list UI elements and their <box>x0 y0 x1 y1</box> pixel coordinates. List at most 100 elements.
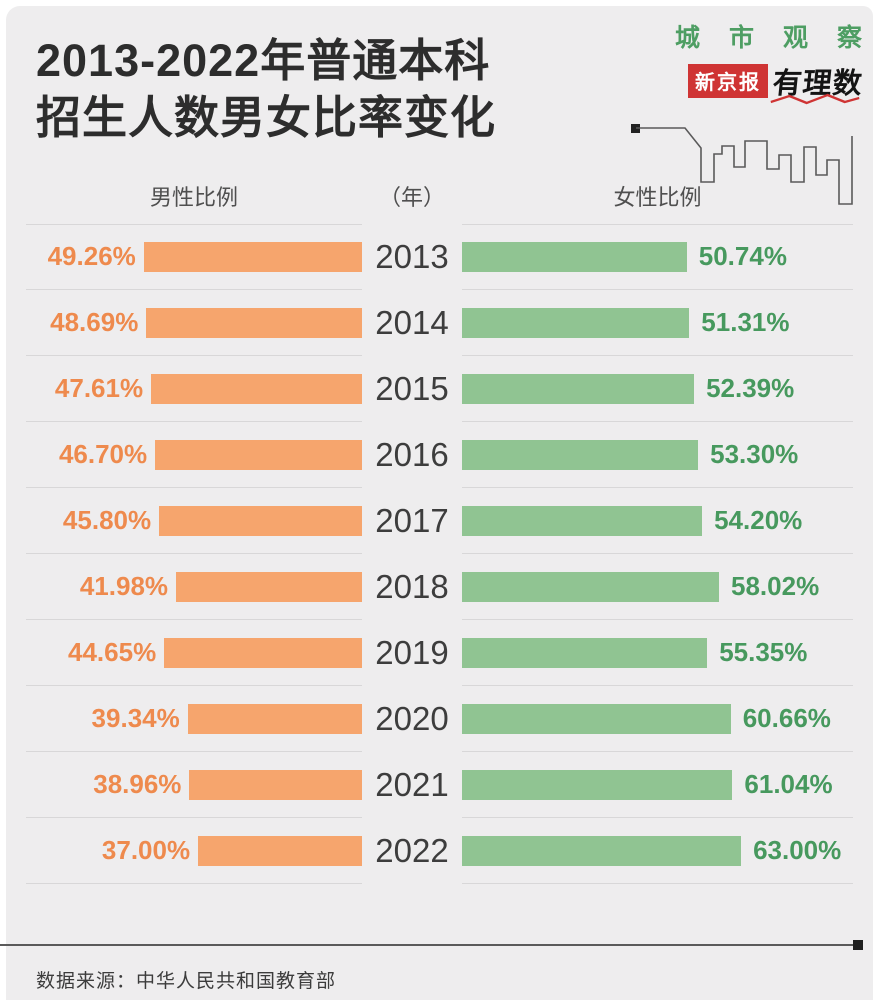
female-bar <box>462 769 733 800</box>
female-cell: 61.04% <box>462 752 853 819</box>
brand-logo: 城市观察 新京报 有理数 <box>620 18 865 208</box>
footer-rule <box>0 940 869 951</box>
male-bar <box>146 307 362 338</box>
chart-row: 48.69% 2014 51.31% <box>6 290 873 357</box>
male-value-label: 47.61% <box>54 373 144 404</box>
female-value-label: 61.04% <box>744 769 833 800</box>
red-scribble-icon <box>770 93 860 105</box>
female-bar <box>462 373 695 404</box>
female-value-label: 52.39% <box>706 373 795 404</box>
year-column-header: （年） <box>378 185 445 211</box>
chart-row: 41.98% 2018 58.02% <box>6 554 873 621</box>
chart-row: 45.80% 2017 54.20% <box>6 488 873 555</box>
chart-row: 39.34% 2020 60.66% <box>6 686 873 753</box>
youlishu-logo: 有理数 <box>770 60 865 105</box>
year-label: 2020 <box>375 700 449 738</box>
male-bar <box>176 571 362 602</box>
female-cell: 58.02% <box>462 554 853 621</box>
male-column-header: 男性比例 <box>26 168 362 225</box>
female-value-label: 55.35% <box>719 637 808 668</box>
female-value-label: 53.30% <box>710 439 799 470</box>
male-cell: 46.70% <box>26 422 362 489</box>
year-label: 2022 <box>375 832 449 870</box>
year-label: 2018 <box>375 568 449 606</box>
female-bar <box>462 637 708 668</box>
page-title-line1: 2013-2022年普通本科 <box>36 35 491 86</box>
beijing-news-badge: 新京报 <box>687 64 768 98</box>
chart-row: 46.70% 2016 53.30% <box>6 422 873 489</box>
footer-square-icon <box>853 940 863 951</box>
male-value-label: 49.26% <box>47 241 136 272</box>
chart-row: 37.00% 2022 63.00% <box>6 818 873 885</box>
male-bar <box>143 241 362 272</box>
year-label: 2015 <box>375 370 449 408</box>
male-cell: 39.34% <box>26 686 362 753</box>
female-cell: 54.20% <box>462 488 853 555</box>
male-value-label: 37.00% <box>101 835 191 866</box>
female-cell: 50.74% <box>462 224 853 291</box>
year-label: 2017 <box>375 502 449 540</box>
female-cell: 53.30% <box>462 422 853 489</box>
page-title-line2: 招生人数男女比率变化 <box>36 92 497 144</box>
year-label: 2014 <box>375 304 449 342</box>
female-bar <box>462 439 699 470</box>
title-block: 2013-2022年普通本科 招生人数男女比率变化 <box>6 6 873 146</box>
male-bar <box>151 373 362 404</box>
brand-citywatch-label: 城市观察 <box>674 25 875 52</box>
female-bar <box>462 505 703 536</box>
female-value-label: 63.00% <box>753 835 842 866</box>
female-value-label: 54.20% <box>714 505 803 536</box>
female-value-label: 51.31% <box>701 307 790 338</box>
male-bar <box>164 637 362 668</box>
female-cell: 51.31% <box>462 290 853 357</box>
female-value-label: 58.02% <box>731 571 820 602</box>
year-label: 2021 <box>375 766 449 804</box>
brand-row: 新京报 有理数 <box>687 60 865 105</box>
male-value-label: 38.96% <box>93 769 182 800</box>
male-cell: 49.26% <box>26 224 362 291</box>
chart-rows: 49.26% 2013 50.74% 48.69% 2014 51.31% 47.61% 20… <box>6 224 873 885</box>
female-bar <box>462 835 742 866</box>
male-bar <box>159 505 362 536</box>
male-cell: 37.00% <box>26 818 362 885</box>
male-value-label: 46.70% <box>58 439 148 470</box>
male-bar <box>189 769 362 800</box>
male-bar <box>155 439 362 470</box>
male-bar <box>198 835 362 866</box>
male-bar <box>187 703 362 734</box>
infographic-card: 2013-2022年普通本科 招生人数男女比率变化 城市观察 新京报 有理数 男… <box>0 6 873 1000</box>
male-value-label: 44.65% <box>68 637 157 668</box>
male-value-label: 45.80% <box>62 505 152 536</box>
male-cell: 48.69% <box>26 290 362 357</box>
male-cell: 38.96% <box>26 752 362 819</box>
female-value-label: 50.74% <box>698 241 787 272</box>
female-bar <box>462 307 690 338</box>
male-cell: 45.80% <box>26 488 362 555</box>
female-bar <box>462 571 720 602</box>
female-bar <box>462 241 687 272</box>
male-value-label: 39.34% <box>91 703 180 734</box>
chart-header-row: 男性比例 （年） 女性比例 <box>6 168 873 225</box>
chart-row: 49.26% 2013 50.74% <box>6 224 873 291</box>
female-value-label: 60.66% <box>742 703 831 734</box>
female-cell: 55.35% <box>462 620 853 687</box>
skyline-graphic-icon <box>631 124 853 205</box>
male-cell: 44.65% <box>26 620 362 687</box>
male-value-label: 41.98% <box>79 571 169 602</box>
female-cell: 63.00% <box>462 818 853 885</box>
data-source-note: 数据来源：中华人民共和国教育部 <box>36 971 337 993</box>
chart-row: 47.61% 2015 52.39% <box>6 356 873 423</box>
male-cell: 47.61% <box>26 356 362 423</box>
female-bar <box>462 703 731 734</box>
chart-row: 44.65% 2019 55.35% <box>6 620 873 687</box>
year-label: 2016 <box>375 436 449 474</box>
year-label: 2013 <box>375 238 449 276</box>
female-column-header: 女性比例 <box>462 168 853 225</box>
male-value-label: 48.69% <box>50 307 139 338</box>
chart-row: 38.96% 2021 61.04% <box>6 752 873 819</box>
male-cell: 41.98% <box>26 554 362 621</box>
female-cell: 52.39% <box>462 356 853 423</box>
year-label: 2019 <box>375 634 449 672</box>
footer-line <box>0 944 854 947</box>
female-cell: 60.66% <box>462 686 853 753</box>
